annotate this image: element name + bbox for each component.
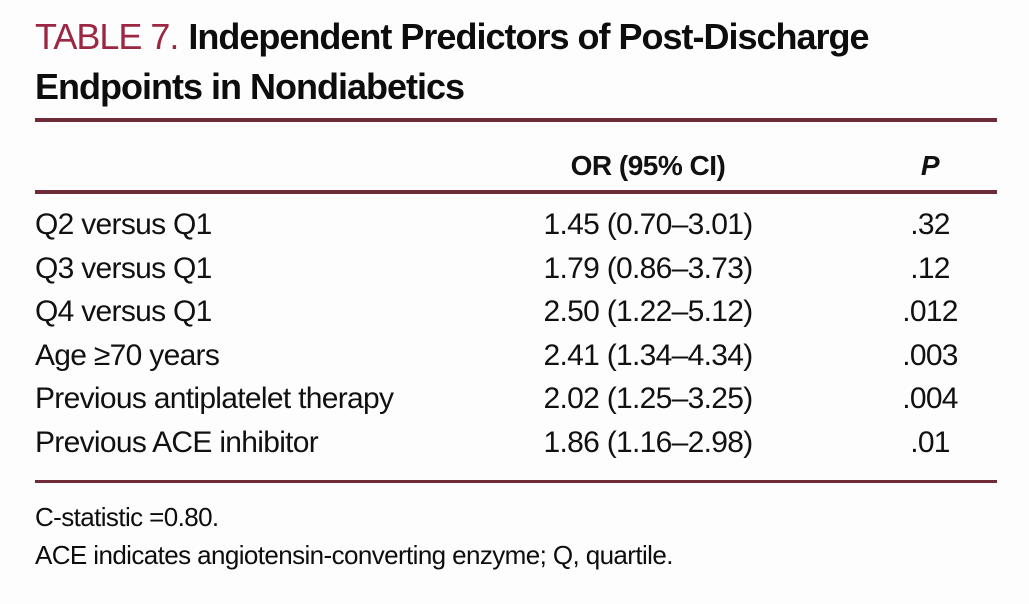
table-row: Q4 versus Q1 2.50 (1.22–5.12) .012	[35, 290, 997, 334]
table-row: Previous ACE inhibitor 1.86 (1.16–2.98) …	[35, 421, 997, 465]
table-body: Q2 versus Q1 1.45 (0.70–3.01) .32 Q3 ver…	[35, 194, 997, 480]
table-figure: TABLE 7. Independent Predictors of Post-D…	[35, 0, 997, 574]
p-value-cell: .01	[910, 425, 950, 459]
or-ci-cell: 2.50 (1.22–5.12)	[543, 295, 754, 328]
predictor-cell: Q2 versus Q1	[35, 208, 212, 241]
or-ci-cell: 1.86 (1.16–2.98)	[543, 425, 754, 459]
table-row: Previous antiplatelet therapy 2.02 (1.25…	[35, 377, 997, 421]
table-footnotes: C-statistic =0.80. ACE indicates angiote…	[35, 498, 997, 574]
footnote-cstatistic: C-statistic =0.80.	[35, 502, 219, 532]
table-header-row: OR (95% CI) P	[35, 122, 997, 190]
table-row: Age ≥70 years 2.41 (1.34–4.34) .003	[35, 334, 997, 378]
predictor-cell: Q3 versus Q1	[35, 251, 212, 285]
p-value-cell: .12	[910, 251, 950, 285]
predictor-cell: Previous antiplatelet therapy	[35, 382, 394, 415]
table-title-line1: Independent Predictors of Post-Discharge	[188, 16, 869, 57]
p-value-cell: .012	[902, 295, 958, 328]
table-title-line2: Endpoints in Nondiabetics	[35, 66, 465, 107]
or-ci-cell: 1.45 (0.70–3.01)	[543, 208, 754, 241]
or-ci-cell: 2.41 (1.34–4.34)	[543, 338, 754, 372]
header-or-ci-cell: OR (95% CI)	[570, 150, 726, 181]
header-rule	[35, 190, 997, 194]
top-rule	[35, 118, 997, 122]
footnote-abbreviations: ACE indicates angiotensin-converting enz…	[35, 540, 673, 570]
p-value-cell: .32	[910, 208, 950, 241]
table-row: Q3 versus Q1 1.79 (0.86–3.73) .12	[35, 247, 997, 291]
or-ci-cell: 1.79 (0.86–3.73)	[543, 251, 754, 285]
or-ci-cell: 2.02 (1.25–3.25)	[543, 382, 754, 415]
bottom-rule	[35, 480, 997, 483]
predictor-cell: Q4 versus Q1	[35, 295, 212, 328]
header-p-cell: P	[920, 150, 940, 181]
predictor-cell: Age ≥70 years	[35, 338, 220, 372]
table-caption: TABLE 7. Independent Predictors of Post-D…	[35, 12, 997, 112]
table-row: Q2 versus Q1 1.45 (0.70–3.01) .32	[35, 203, 997, 247]
p-value-cell: .004	[902, 382, 958, 415]
table-number-label: TABLE 7.	[35, 16, 179, 57]
p-value-cell: .003	[902, 338, 958, 372]
predictor-cell: Previous ACE inhibitor	[35, 425, 319, 459]
